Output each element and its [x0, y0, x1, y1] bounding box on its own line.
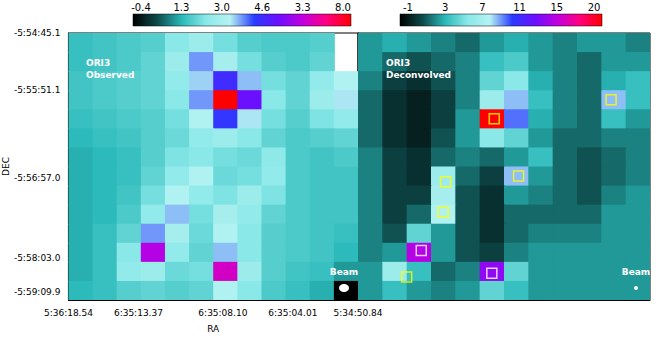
svg-text:-5:54:45.1: -5:54:45.1 [14, 28, 61, 38]
svg-text:6:35:08.10: 6:35:08.10 [198, 308, 247, 318]
svg-text:-5:55:51.1: -5:55:51.1 [14, 85, 61, 95]
svg-text:8.0: 8.0 [335, 2, 351, 13]
svg-text:-1: -1 [403, 2, 413, 13]
svg-text:15: 15 [550, 2, 563, 13]
svg-text:-5:56:57.0: -5:56:57.0 [14, 173, 61, 183]
svg-text:Observed: Observed [86, 70, 134, 80]
svg-text:6:35:04.01: 6:35:04.01 [268, 308, 317, 318]
svg-text:Beam: Beam [622, 267, 650, 277]
svg-text:RA: RA [207, 324, 220, 334]
svg-text:4.6: 4.6 [254, 2, 270, 13]
svg-text:-5:59:09.9: -5:59:09.9 [14, 287, 61, 297]
svg-text:5:36:18.54: 5:36:18.54 [44, 308, 93, 318]
svg-text:3.0: 3.0 [214, 2, 230, 13]
svg-text:Beam: Beam [330, 267, 358, 277]
svg-text:5:34:50.84: 5:34:50.84 [333, 308, 382, 318]
svg-text:3: 3 [442, 2, 448, 13]
svg-text:7: 7 [479, 2, 485, 13]
svg-text:1.3: 1.3 [173, 2, 189, 13]
svg-text:-0.4: -0.4 [131, 2, 151, 13]
svg-text:3.3: 3.3 [295, 2, 311, 13]
svg-text:Deconvolved: Deconvolved [386, 70, 451, 80]
svg-text:ORI3: ORI3 [386, 58, 410, 68]
svg-text:ORI3: ORI3 [86, 58, 110, 68]
svg-text:11: 11 [513, 2, 526, 13]
svg-text:DEC: DEC [1, 157, 11, 176]
svg-text:-5:58:03.0: -5:58:03.0 [14, 253, 61, 263]
svg-text:6:35:13.37: 6:35:13.37 [114, 308, 163, 318]
svg-text:20: 20 [588, 2, 601, 13]
